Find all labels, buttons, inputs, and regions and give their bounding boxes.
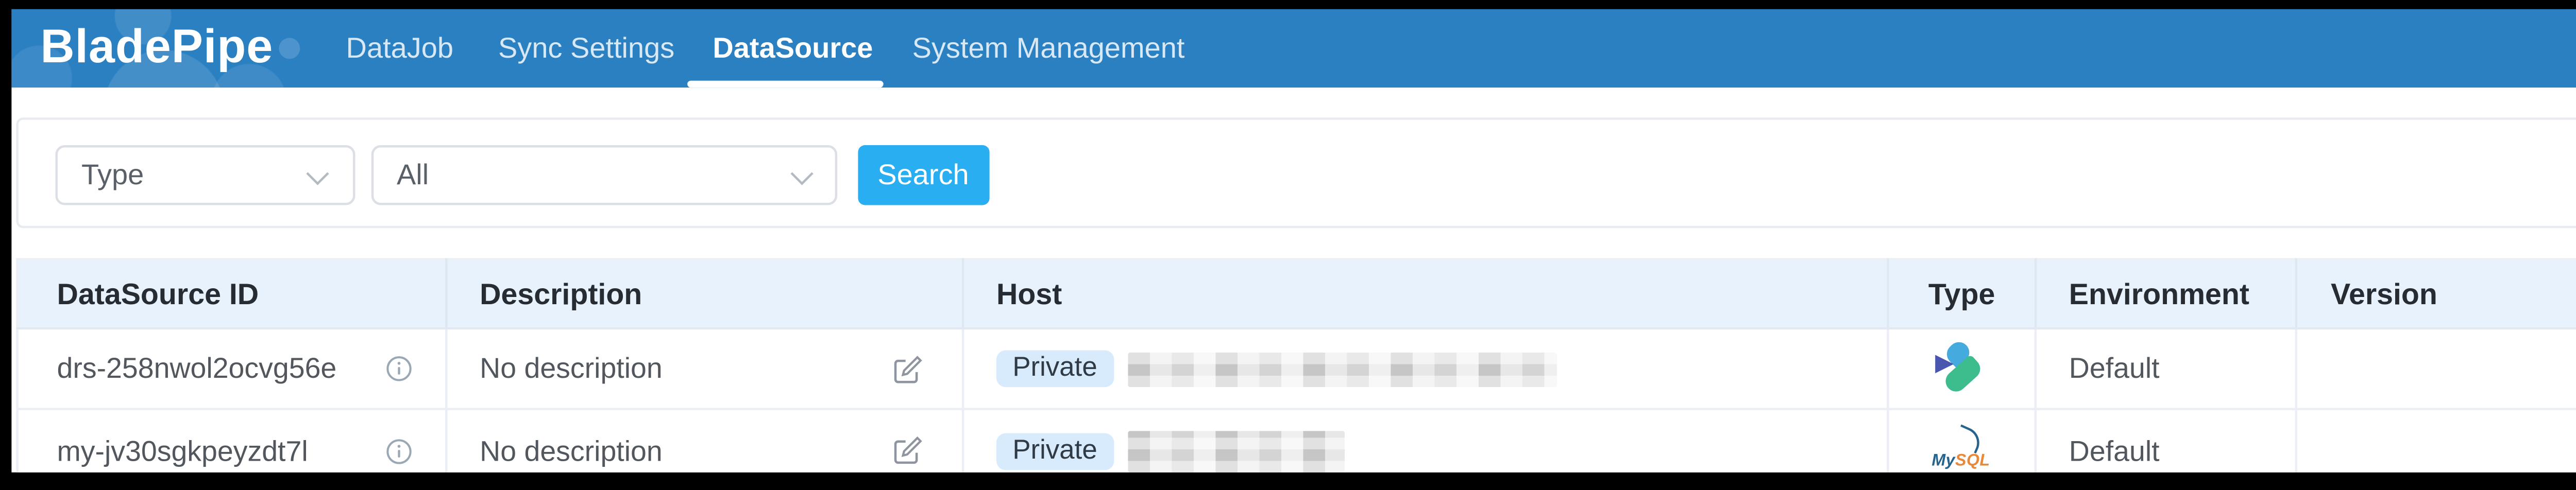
datasource-type-icon bbox=[1935, 339, 1988, 395]
host-redacted-blur bbox=[1127, 351, 1556, 386]
description-text: No description bbox=[480, 353, 663, 385]
header-environment: Environment bbox=[2035, 259, 2299, 329]
search-button[interactable]: Search bbox=[857, 145, 989, 205]
cell-host: Private bbox=[963, 327, 1889, 411]
host-private-tag: Private bbox=[996, 349, 1114, 388]
table-header-row: DataSource ID Description Host Type Envi… bbox=[16, 259, 2576, 329]
navbar-decorative-bubbles bbox=[10, 10, 611, 89]
info-icon[interactable] bbox=[385, 437, 413, 465]
cell-description: No description bbox=[446, 327, 964, 411]
info-icon[interactable] bbox=[385, 355, 413, 383]
cell-description: No description bbox=[446, 410, 964, 474]
datasource-id-text: my-jv30sgkpeyzdt7l bbox=[57, 434, 308, 467]
cell-version bbox=[2297, 410, 2576, 474]
table-row: drs-258nwol2ocvg56e No description bbox=[16, 327, 2576, 411]
mysql-type-icon: MySQL bbox=[1931, 425, 1991, 470]
host-redacted-blur bbox=[1127, 430, 1344, 472]
cell-datasource-id: my-jv30sgkpeyzdt7l bbox=[16, 410, 448, 474]
nav-item-datajob[interactable]: DataJob bbox=[346, 33, 454, 65]
filter-toolbar: Type All Search + Add DataSource Refresh bbox=[15, 118, 2576, 229]
table-row: my-jv30sgkpeyzdt7l No description bbox=[16, 410, 2576, 474]
host-private-tag: Private bbox=[996, 432, 1114, 470]
scope-filter-value: All bbox=[396, 159, 429, 191]
cell-type bbox=[1888, 327, 2037, 411]
cell-version bbox=[2297, 327, 2576, 411]
edit-icon[interactable] bbox=[893, 436, 923, 466]
active-tab-underline bbox=[687, 80, 883, 87]
top-navbar: BladePipe DataJob Sync Settings DataSour… bbox=[10, 10, 2576, 89]
cell-datasource-id: drs-258nwol2ocvg56e bbox=[16, 327, 448, 411]
cell-type: MySQL bbox=[1888, 410, 2037, 474]
chevron-down-icon bbox=[790, 162, 815, 187]
header-description: Description bbox=[446, 259, 964, 329]
nav-item-datasource[interactable]: DataSource bbox=[713, 33, 873, 65]
header-type: Type bbox=[1888, 259, 2037, 329]
datasource-id-text: drs-258nwol2ocvg56e bbox=[57, 353, 337, 385]
chevron-down-icon bbox=[306, 162, 330, 187]
header-version: Version bbox=[2297, 259, 2576, 329]
header-host: Host bbox=[963, 259, 1889, 329]
bladepipe-logo[interactable]: BladePipe bbox=[40, 21, 274, 75]
description-text: No description bbox=[480, 434, 663, 467]
nav-item-sync-settings[interactable]: Sync Settings bbox=[498, 33, 675, 65]
header-datasource-id: DataSource ID bbox=[16, 259, 448, 329]
edit-icon[interactable] bbox=[893, 354, 923, 383]
app-window: BladePipe DataJob Sync Settings DataSour… bbox=[10, 10, 2576, 474]
cell-environment: Default bbox=[2035, 327, 2299, 411]
nav-item-system-management[interactable]: System Management bbox=[912, 33, 1185, 65]
scope-filter-select[interactable]: All bbox=[371, 145, 839, 205]
type-filter-value: Type bbox=[81, 159, 144, 191]
type-filter-select[interactable]: Type bbox=[56, 145, 354, 205]
datasource-table: DataSource ID Description Host Type Envi… bbox=[15, 258, 2576, 474]
cell-environment: Default bbox=[2035, 410, 2299, 474]
cell-host: Private bbox=[963, 410, 1889, 474]
